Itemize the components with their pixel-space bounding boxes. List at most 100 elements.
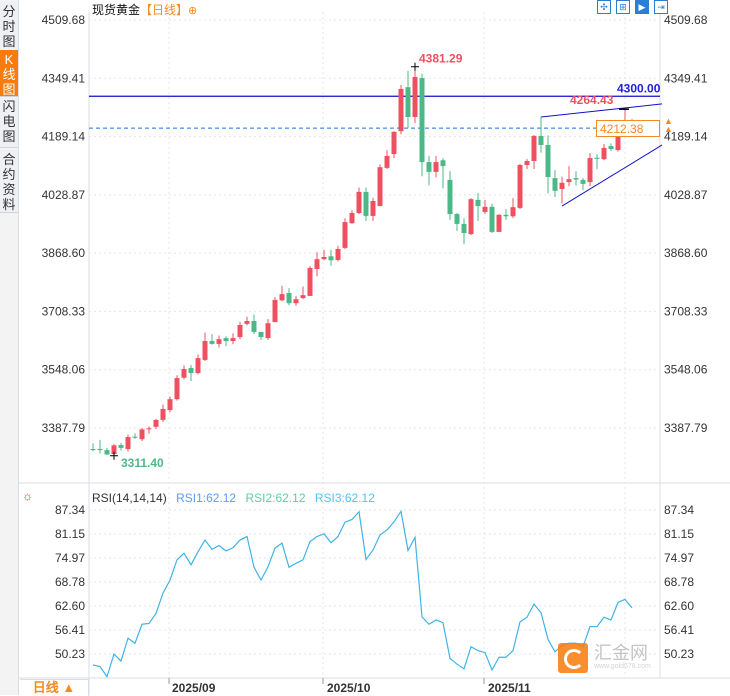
candle-body bbox=[97, 449, 103, 451]
candle-body bbox=[118, 445, 124, 448]
exit-icon[interactable]: ⇥ bbox=[654, 0, 668, 14]
candle-body bbox=[146, 428, 152, 430]
rsi-tick-label-right: 87.34 bbox=[664, 503, 694, 517]
candle-body bbox=[188, 367, 194, 374]
rsi-tick-label-right: 68.78 bbox=[664, 575, 694, 589]
candle-body bbox=[265, 323, 271, 339]
lower-trendline bbox=[561, 144, 663, 207]
price-tick-label-left: 4189.14 bbox=[42, 130, 86, 144]
candle-body bbox=[104, 450, 110, 455]
tab-timeshare[interactable]: 分时图 bbox=[0, 2, 18, 51]
instrument-name: 现货黄金 bbox=[92, 3, 141, 17]
candle-body bbox=[419, 78, 425, 163]
watermark-url: www.gold678.com bbox=[594, 663, 651, 670]
rsi-tick-label-left: 74.97 bbox=[55, 551, 85, 565]
recent-high-label: 4264.43 bbox=[570, 93, 614, 107]
tab-contract-info[interactable]: 合约资料 bbox=[0, 150, 18, 213]
price-tick-label-left: 3548.06 bbox=[42, 363, 86, 377]
price-tick-label-left: 3708.33 bbox=[42, 304, 86, 318]
candle-body bbox=[496, 214, 502, 232]
rsi-tick-label-left: 62.60 bbox=[55, 599, 85, 613]
tab-kline[interactable]: K线图 bbox=[0, 50, 18, 97]
watermark-logo-icon bbox=[558, 643, 588, 673]
candle-body bbox=[223, 338, 229, 342]
candle-body bbox=[566, 179, 572, 183]
rsi1-value: RSI1:62.12 bbox=[176, 491, 237, 505]
date-label: 2025/09 bbox=[172, 681, 216, 695]
rsi-tick-label-right: 56.41 bbox=[664, 623, 694, 637]
candle-body bbox=[258, 331, 264, 338]
rsi-tick-label-left: 87.34 bbox=[55, 503, 85, 517]
rsi-tick-label-left: 50.23 bbox=[55, 647, 85, 661]
rsi3-value: RSI3:62.12 bbox=[314, 491, 375, 505]
candle-body bbox=[356, 191, 362, 213]
price-tick-label-right: 4509.68 bbox=[664, 13, 708, 27]
candle-body bbox=[482, 206, 488, 212]
candle-body bbox=[272, 299, 278, 323]
play-cursor-icon[interactable]: ▶ bbox=[635, 0, 649, 14]
candle-body bbox=[153, 419, 159, 427]
rsi-legend: RSI(14,14,14) RSI1:62.12 RSI2:62.12 RSI3… bbox=[92, 491, 381, 505]
range-select-icon[interactable]: ⊞ bbox=[616, 0, 630, 14]
rsi-tick-label-right: 50.23 bbox=[664, 647, 694, 661]
candle-body bbox=[468, 199, 474, 235]
candle-body bbox=[279, 294, 285, 301]
rsi-tick-label-left: 56.41 bbox=[55, 623, 85, 637]
indicator-settings-icon[interactable]: ☼ bbox=[22, 489, 33, 503]
candle-body bbox=[244, 321, 250, 324]
candle-body bbox=[538, 135, 544, 145]
horizontal-line-label: 4300.00 bbox=[617, 81, 661, 95]
tab-flash[interactable]: 闪电图 bbox=[0, 97, 18, 148]
rsi2-value: RSI2:62.12 bbox=[245, 491, 306, 505]
price-tick-label-left: 4349.41 bbox=[42, 71, 86, 85]
candle-body bbox=[489, 206, 495, 232]
candle-body bbox=[251, 321, 257, 332]
rsi-tick-label-right: 74.97 bbox=[664, 551, 694, 565]
candle-body bbox=[321, 256, 327, 260]
candle-body bbox=[314, 259, 320, 269]
candle-body bbox=[307, 267, 313, 296]
candle-body bbox=[559, 182, 565, 189]
crosshair-icon[interactable]: ✣ bbox=[597, 0, 611, 14]
rsi-tick-label-right: 81.15 bbox=[664, 527, 694, 541]
period-label[interactable]: 【日线】 bbox=[140, 3, 189, 17]
candle-body bbox=[601, 147, 607, 160]
low-price-label: 3311.40 bbox=[121, 456, 164, 470]
add-icon[interactable]: ⊕ bbox=[188, 5, 198, 17]
candle-body bbox=[573, 178, 579, 180]
price-tick-label-left: 4509.68 bbox=[42, 13, 86, 27]
candle-body bbox=[377, 167, 383, 207]
price-tick-label-right: 4028.87 bbox=[664, 188, 708, 202]
rsi-tick-label-right: 62.60 bbox=[664, 599, 694, 613]
price-tick-label-right: 3548.06 bbox=[664, 363, 708, 377]
period-button[interactable]: 日线 ▲ bbox=[20, 679, 89, 696]
price-tick-label-left: 4028.87 bbox=[42, 188, 86, 202]
rsi-line bbox=[92, 509, 633, 678]
rsi-tick-label-left: 81.15 bbox=[55, 527, 85, 541]
low-marker-icon bbox=[110, 451, 118, 460]
upper-trendline bbox=[540, 103, 663, 118]
candle-body bbox=[167, 399, 173, 411]
candle-body bbox=[440, 160, 446, 167]
price-tick-label-right: 3868.60 bbox=[664, 246, 708, 260]
candle-body bbox=[328, 256, 334, 261]
candle-body bbox=[202, 341, 208, 360]
candle-body bbox=[300, 295, 306, 299]
date-label: 2025/11 bbox=[488, 681, 531, 695]
last-price-box: 4212.38 bbox=[596, 120, 660, 137]
candle-body bbox=[433, 162, 439, 172]
high-price-label: 4381.29 bbox=[419, 52, 463, 66]
candle-body bbox=[370, 200, 376, 216]
candle-body bbox=[594, 157, 600, 159]
rsi-tick-label-left: 68.78 bbox=[55, 575, 85, 589]
candle-body bbox=[384, 155, 390, 168]
candle-body bbox=[111, 445, 117, 455]
candle-body bbox=[349, 212, 355, 224]
candle-body bbox=[342, 222, 348, 248]
candle-body bbox=[391, 131, 397, 155]
price-up-chevron-icon: ▲ ▲ bbox=[664, 116, 673, 134]
candle-body bbox=[125, 437, 131, 450]
price-tick-label-right: 3387.79 bbox=[664, 421, 708, 435]
candle-body bbox=[447, 179, 453, 215]
